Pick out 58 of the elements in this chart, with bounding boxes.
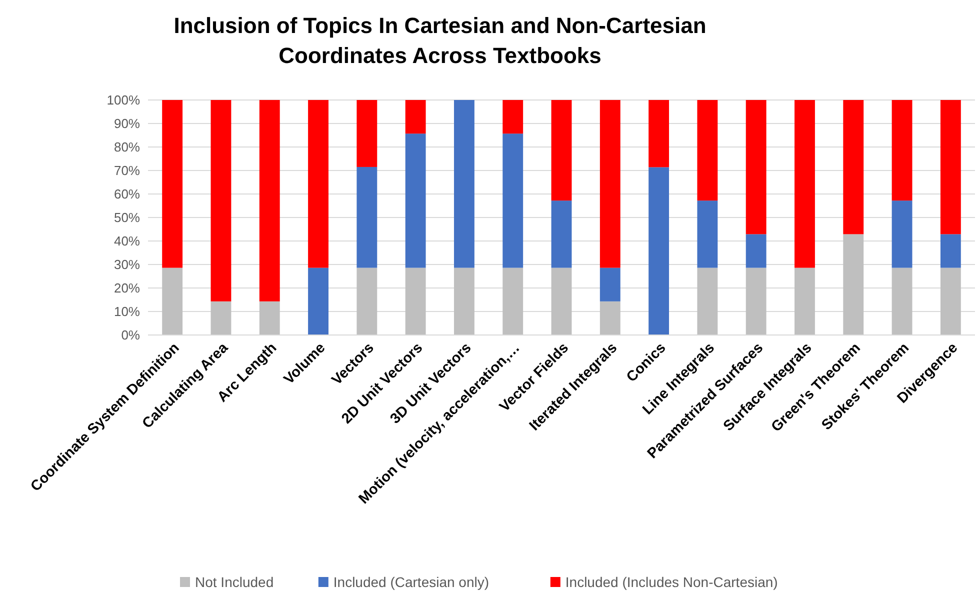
y-tick-label: 0%: [121, 328, 140, 343]
bar: [843, 234, 864, 335]
bar: [697, 100, 718, 201]
bar: [308, 268, 328, 335]
bar: [210, 301, 232, 335]
bar: [892, 200, 912, 268]
bar: [502, 100, 524, 134]
y-tick-label: 100%: [106, 92, 140, 108]
bar: [162, 268, 183, 335]
bar: [697, 200, 718, 268]
bar: [648, 100, 670, 168]
bar: [502, 134, 524, 268]
bar: [162, 100, 183, 268]
chart-title: Inclusion of Topics In Cartesian and Non-Cartesian Coordinates Across Textbooks: [174, 13, 706, 68]
bar: [405, 100, 426, 134]
bar: [843, 100, 864, 234]
bar: [697, 268, 718, 335]
bar: [502, 268, 524, 335]
bar: [746, 100, 766, 234]
bar: [940, 100, 961, 234]
bar: [600, 100, 620, 268]
y-tick-label: 90%: [114, 116, 140, 132]
y-tick-label: 40%: [114, 234, 140, 249]
bar: [940, 268, 961, 335]
legend-label: Included (Cartesian only): [333, 574, 490, 590]
bar: [405, 268, 426, 335]
bar: [892, 100, 912, 201]
legend-label: Not Included: [195, 574, 274, 590]
bar: [551, 200, 572, 268]
y-tick-label: 10%: [114, 304, 140, 320]
bar: [600, 301, 620, 335]
bar: [259, 301, 280, 335]
bar: [356, 268, 378, 335]
bar: [356, 166, 378, 268]
y-tick-label: 60%: [114, 186, 140, 202]
bar: [259, 100, 280, 302]
y-tick-label: 50%: [114, 210, 140, 226]
bar: [454, 268, 474, 335]
bar: [308, 100, 328, 268]
bar: [405, 134, 426, 268]
bar: [648, 167, 670, 335]
bar: [746, 268, 766, 335]
bar: [794, 268, 815, 335]
bar: [600, 268, 620, 302]
bar: [746, 234, 766, 268]
y-tick-label: 80%: [114, 140, 140, 155]
bar: [454, 100, 474, 268]
y-tick-label: 30%: [114, 257, 140, 272]
bar: [551, 100, 572, 201]
bar: [551, 268, 572, 335]
y-tick-label: 20%: [114, 280, 140, 296]
bar: [356, 100, 378, 167]
y-tick-label: 70%: [114, 163, 140, 178]
bar: [940, 234, 961, 268]
bar: [892, 268, 912, 335]
bar: [794, 100, 815, 268]
bar: [210, 100, 232, 302]
legend-label: Included (Includes Non-Cartesian): [565, 574, 778, 590]
